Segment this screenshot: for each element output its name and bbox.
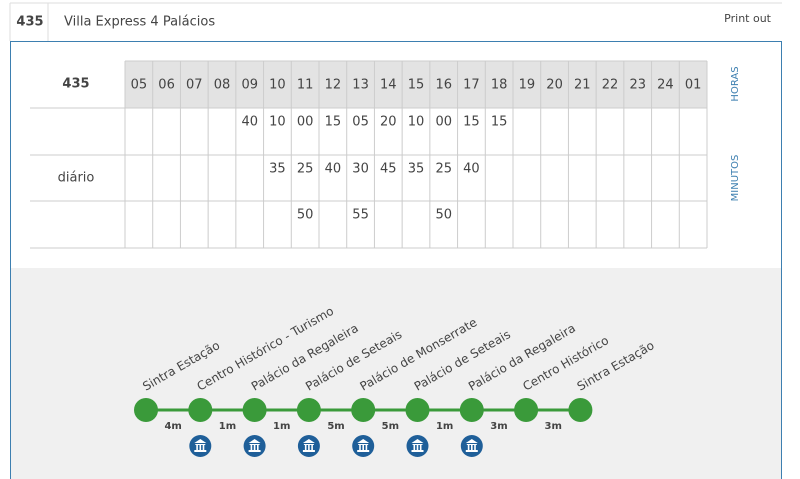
icon-building: [194, 439, 207, 452]
icon-building: [411, 439, 424, 452]
hour: 21: [574, 78, 591, 93]
duration: 1m: [273, 421, 290, 432]
print-link[interactable]: Print out: [724, 12, 772, 25]
minute: 40: [325, 162, 342, 177]
hour: 18: [491, 78, 508, 93]
hour: 22: [602, 78, 619, 93]
stop: [188, 398, 213, 422]
icon-building: [465, 439, 478, 452]
minute: 25: [297, 162, 314, 177]
minute: 05: [352, 115, 369, 130]
stop: [459, 398, 484, 422]
duration: 1m: [436, 421, 453, 432]
icon-building: [357, 439, 370, 452]
stop: [568, 398, 593, 422]
hour: 24: [657, 78, 674, 93]
minute: 50: [435, 208, 452, 223]
minute: 10: [408, 115, 425, 130]
route-name: Villa Express 4 Palácios: [64, 15, 215, 30]
hour: 06: [158, 78, 175, 93]
hour: 17: [463, 78, 480, 93]
monument-icon: [243, 435, 266, 457]
minute: 40: [463, 162, 480, 177]
duration: 3m: [490, 421, 507, 432]
minute: 50: [297, 208, 314, 223]
duration: 3m: [545, 421, 562, 432]
minute: 15: [491, 115, 508, 130]
icon-building: [302, 439, 315, 452]
minute: 00: [435, 115, 452, 130]
icon-building: [248, 439, 261, 452]
hours-header: [125, 61, 707, 108]
hour: 23: [629, 78, 646, 93]
minute: 10: [269, 115, 286, 130]
hour: 05: [131, 78, 148, 93]
stop: [514, 398, 539, 422]
minute: 35: [269, 162, 286, 177]
route-panel: [11, 268, 781, 479]
stop: [242, 398, 267, 422]
hour: 09: [241, 78, 258, 93]
monument-icon: [406, 435, 429, 457]
monument-icon: [352, 435, 375, 457]
minute: 00: [297, 115, 314, 130]
minute: 40: [241, 115, 258, 130]
minute: 35: [408, 162, 425, 177]
hour: 20: [546, 78, 563, 93]
minute: 20: [380, 115, 397, 130]
minute: 25: [435, 162, 452, 177]
minute: 15: [325, 115, 342, 130]
hour: 10: [269, 78, 286, 93]
hour: 19: [519, 78, 536, 93]
hour: 14: [380, 78, 397, 93]
row-label: diário: [58, 171, 95, 186]
hour: 01: [685, 78, 702, 93]
monument-icon: [460, 435, 483, 457]
stop: [351, 398, 376, 422]
monument-icon: [189, 435, 212, 457]
minute: 45: [380, 162, 397, 177]
duration: 4m: [164, 421, 181, 432]
duration: 5m: [327, 421, 344, 432]
duration: 1m: [219, 421, 236, 432]
minute: 15: [463, 115, 480, 130]
stop: [134, 398, 158, 422]
hour: 08: [214, 78, 231, 93]
hour: 15: [408, 78, 425, 93]
hour: 16: [435, 78, 452, 93]
minute: 30: [352, 162, 369, 177]
hours-label: HORAS: [730, 66, 741, 101]
hour: 12: [325, 78, 342, 93]
hour: 07: [186, 78, 203, 93]
minute: 55: [352, 208, 369, 223]
corner-label: 435: [62, 77, 89, 92]
hour: 13: [352, 78, 369, 93]
route-number: 435: [16, 15, 43, 30]
duration: 5m: [382, 421, 399, 432]
stop: [405, 398, 430, 422]
hour: 11: [297, 78, 314, 93]
minutes-label: MINUTOS: [730, 155, 741, 202]
monument-icon: [297, 435, 320, 457]
stop: [296, 398, 321, 422]
